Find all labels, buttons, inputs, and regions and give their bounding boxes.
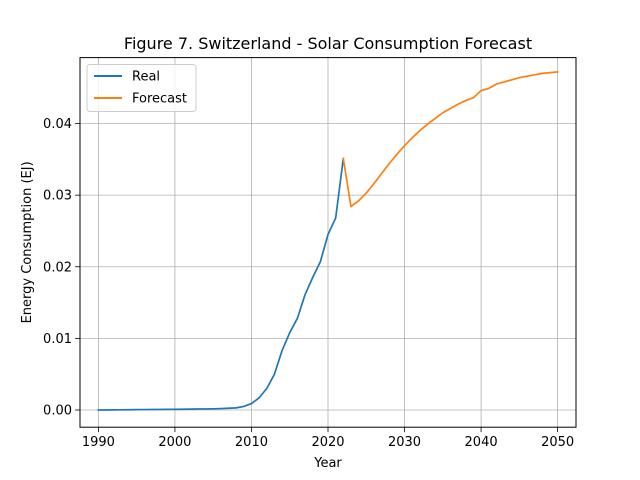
legend-label-forecast: Forecast xyxy=(132,92,187,107)
series-lines xyxy=(97,71,559,411)
y-tick-label: 0.01 xyxy=(43,332,72,347)
legend: Real Forecast xyxy=(86,64,197,112)
series-line-real xyxy=(97,157,345,411)
y-tick-label: 0.03 xyxy=(43,189,72,204)
x-tick-label: 2030 xyxy=(388,435,421,450)
x-tick-label: 2020 xyxy=(311,435,344,450)
x-tick-label: 2010 xyxy=(235,435,268,450)
chart-title: Figure 7. Switzerland - Solar Consumptio… xyxy=(124,34,532,53)
y-axis-ticks: 0.00 0.01 0.02 0.03 0.04 xyxy=(43,117,80,419)
y-tick-label: 0.02 xyxy=(43,260,72,275)
grid xyxy=(80,57,576,428)
x-tick-label: 2050 xyxy=(541,435,574,450)
x-axis-ticks: 1990 2000 2010 2020 2030 2040 2050 xyxy=(82,427,574,450)
legend-label-real: Real xyxy=(132,70,160,85)
x-tick-label: 2040 xyxy=(465,435,498,450)
y-tick-label: 0.04 xyxy=(43,117,72,132)
y-tick-label: 0.00 xyxy=(43,404,72,419)
x-tick-label: 2000 xyxy=(158,435,191,450)
x-tick-label: 1990 xyxy=(82,435,115,450)
series-line-forecast xyxy=(342,71,559,208)
y-axis-title: Energy Consumption (EJ) xyxy=(20,161,35,323)
x-axis-title: Year xyxy=(313,456,342,471)
